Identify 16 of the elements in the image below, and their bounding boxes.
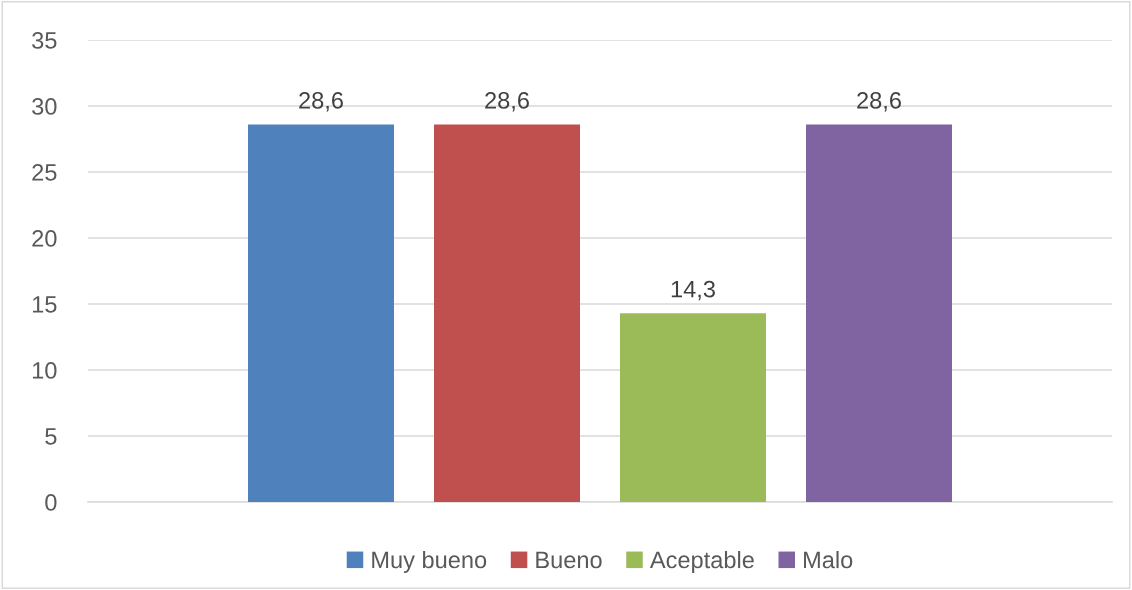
data-label: 14,3	[671, 280, 715, 301]
data-label: 28,6	[857, 91, 901, 112]
legend-label: Malo	[804, 550, 853, 569]
y-tick-label: 25	[32, 164, 57, 181]
y-tick-label: 35	[32, 32, 57, 49]
y-tick-label: 5	[45, 428, 57, 445]
data-label: 28,6	[485, 91, 529, 112]
y-tick-label: 0	[45, 494, 57, 511]
y-tick-label: 15	[32, 296, 57, 313]
y-tick-label: 20	[32, 230, 57, 247]
data-label: 28,6	[299, 91, 343, 112]
legend-label: Muy bueno	[372, 550, 487, 573]
y-tick-label: 30	[32, 98, 57, 115]
y-tick-label: 10	[32, 362, 57, 379]
legend-label: Bueno	[536, 551, 602, 569]
legend-label: Aceptable	[649, 550, 754, 573]
